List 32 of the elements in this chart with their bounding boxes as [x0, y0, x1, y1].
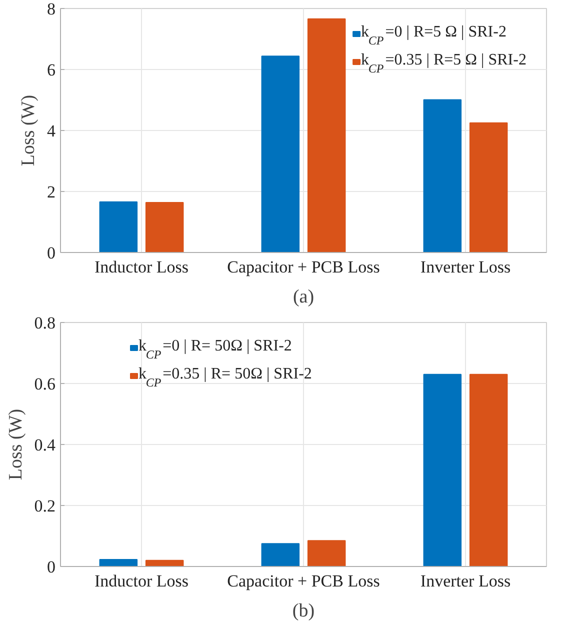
- y-tick-label: 4: [47, 122, 56, 140]
- bar: [307, 18, 346, 252]
- bar: [99, 558, 138, 566]
- y-tick-label: 0.4: [34, 436, 56, 454]
- y-axis-title: Loss (W): [5, 408, 26, 480]
- y-tick-label: 0.6: [34, 374, 56, 394]
- text: (b): [292, 600, 315, 622]
- x-tick-label: Capacitor + PCB Loss: [227, 258, 380, 276]
- bar: [261, 543, 300, 566]
- bar: [469, 122, 508, 252]
- y-tick-label: 0: [47, 558, 56, 576]
- y-tick-label: 0: [47, 244, 56, 262]
- text: (a): [292, 286, 314, 308]
- y-tick-label: 6: [47, 60, 56, 80]
- bar: [261, 56, 300, 252]
- bar: [145, 202, 184, 252]
- y-tick-label: 0.2: [34, 496, 56, 516]
- y-tick-label: 8: [47, 0, 56, 18]
- y-tick-label: 0.8: [34, 314, 56, 332]
- x-tick-label: Inductor Loss: [94, 572, 188, 590]
- bar: [99, 201, 138, 252]
- bar: [423, 99, 462, 252]
- y-axis-title: Loss (W): [18, 94, 39, 166]
- bar: [469, 374, 508, 566]
- bar: [423, 374, 462, 566]
- y-tick-label: 2: [47, 182, 56, 202]
- x-tick-label: Inverter Loss: [420, 258, 511, 276]
- x-tick-label: Capacitor + PCB Loss: [227, 572, 380, 590]
- bar: [145, 560, 184, 566]
- x-tick-label: Inverter Loss: [420, 572, 511, 590]
- bar: [307, 540, 346, 566]
- x-tick-label: Inductor Loss: [94, 258, 188, 276]
